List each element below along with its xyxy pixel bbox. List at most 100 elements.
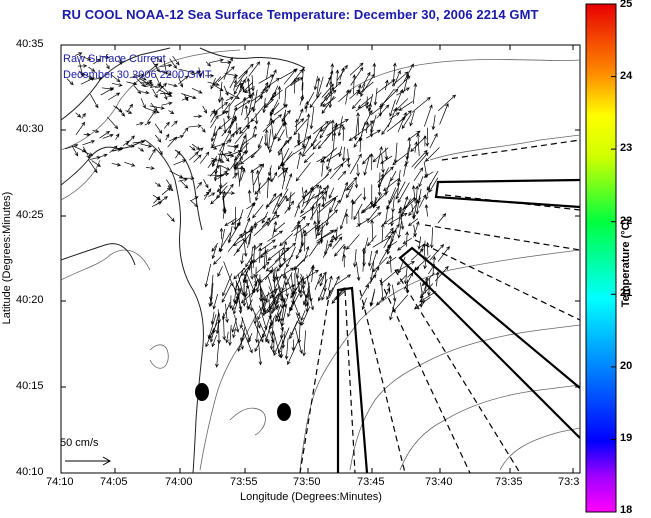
current-vector xyxy=(378,248,389,264)
current-vector xyxy=(287,191,292,212)
current-vector xyxy=(209,58,224,63)
current-vector xyxy=(225,96,234,101)
current-vector xyxy=(240,337,244,350)
current-vector xyxy=(321,195,326,208)
current-vector xyxy=(330,234,335,247)
current-vector xyxy=(169,170,184,179)
current-vector xyxy=(72,145,87,153)
current-vector xyxy=(401,113,412,130)
current-vector xyxy=(380,223,385,243)
current-vector xyxy=(334,243,345,257)
current-vector xyxy=(93,58,101,65)
current-vector xyxy=(377,166,394,183)
current-vector xyxy=(258,246,262,263)
current-vector xyxy=(209,283,214,307)
current-vector xyxy=(323,240,328,256)
current-vector xyxy=(240,326,246,342)
current-vector xyxy=(242,81,254,93)
current-vector xyxy=(356,164,360,177)
surface-current-vectors xyxy=(65,52,457,368)
current-vector xyxy=(150,102,158,112)
current-vector xyxy=(300,276,306,295)
x-tick-label: 73:40 xyxy=(425,476,453,488)
current-vector xyxy=(91,160,101,167)
current-vector xyxy=(356,112,360,136)
current-vector xyxy=(218,117,232,130)
current-vector xyxy=(293,118,308,136)
current-vector xyxy=(392,62,397,87)
current-vector xyxy=(280,297,286,322)
current-vector xyxy=(369,266,380,285)
current-vector xyxy=(223,118,227,134)
current-vector xyxy=(167,83,178,88)
current-vector xyxy=(209,274,214,302)
current-vector xyxy=(149,105,165,110)
current-vector xyxy=(379,268,399,285)
current-vector xyxy=(348,128,366,142)
current-vector xyxy=(328,187,335,199)
colorbar-tick-label: 19 xyxy=(620,432,633,445)
current-vector xyxy=(161,187,172,196)
current-vector xyxy=(305,100,309,113)
current-vector xyxy=(316,77,321,96)
current-vector xyxy=(75,52,83,56)
current-vector xyxy=(254,113,259,125)
current-vector xyxy=(312,140,322,150)
current-vector xyxy=(218,110,229,117)
radial-lines xyxy=(299,139,580,473)
current-vector xyxy=(202,105,208,114)
current-vector xyxy=(211,157,225,163)
current-vector xyxy=(398,205,407,214)
current-vector xyxy=(353,203,363,221)
current-vector xyxy=(221,117,237,137)
scale-arrow-label: 50 cm/s xyxy=(60,437,99,449)
x-tick-label: 73:35 xyxy=(495,476,523,488)
current-vector xyxy=(419,291,437,303)
current-vector xyxy=(140,90,150,95)
current-vector xyxy=(223,85,229,96)
current-vector xyxy=(319,120,332,139)
y-tick-label: 40:10 xyxy=(16,466,44,478)
current-vector xyxy=(261,217,271,228)
current-vector xyxy=(210,110,218,123)
current-vector xyxy=(341,146,346,162)
current-vector xyxy=(361,297,367,311)
coastline xyxy=(61,47,306,473)
current-vector xyxy=(262,120,276,133)
current-vector xyxy=(396,274,407,286)
current-vector xyxy=(343,176,358,192)
current-vector xyxy=(208,192,216,198)
current-vector xyxy=(302,123,309,148)
current-vector xyxy=(397,177,401,196)
current-vector xyxy=(325,86,334,102)
current-vector xyxy=(350,66,364,86)
y-tick-label: 40:30 xyxy=(16,123,44,135)
current-vector xyxy=(325,207,331,227)
bathymetry-contours xyxy=(61,49,580,471)
x-tick-label: 73:55 xyxy=(230,476,258,488)
y-tick-label: 40:35 xyxy=(16,38,44,50)
current-vector xyxy=(303,191,325,204)
colorbar-title: Temperature (°C) xyxy=(620,218,632,308)
current-vector xyxy=(88,76,103,81)
current-vector xyxy=(309,106,315,130)
current-vector xyxy=(241,327,253,354)
current-vector xyxy=(411,149,428,168)
current-vector xyxy=(79,55,92,61)
current-vector xyxy=(204,263,212,288)
current-vector xyxy=(111,148,122,152)
current-vector xyxy=(352,193,362,205)
current-vector xyxy=(317,206,321,225)
current-vector xyxy=(300,269,319,282)
current-vector xyxy=(238,63,254,79)
current-vector xyxy=(321,229,338,239)
current-vector xyxy=(384,147,389,161)
x-tick-label: 74:05 xyxy=(100,476,128,488)
current-vector xyxy=(417,188,422,205)
current-vector xyxy=(232,172,239,179)
current-vector xyxy=(219,165,231,171)
current-vector xyxy=(369,184,374,206)
current-vector xyxy=(319,276,325,287)
current-vector xyxy=(198,67,202,77)
